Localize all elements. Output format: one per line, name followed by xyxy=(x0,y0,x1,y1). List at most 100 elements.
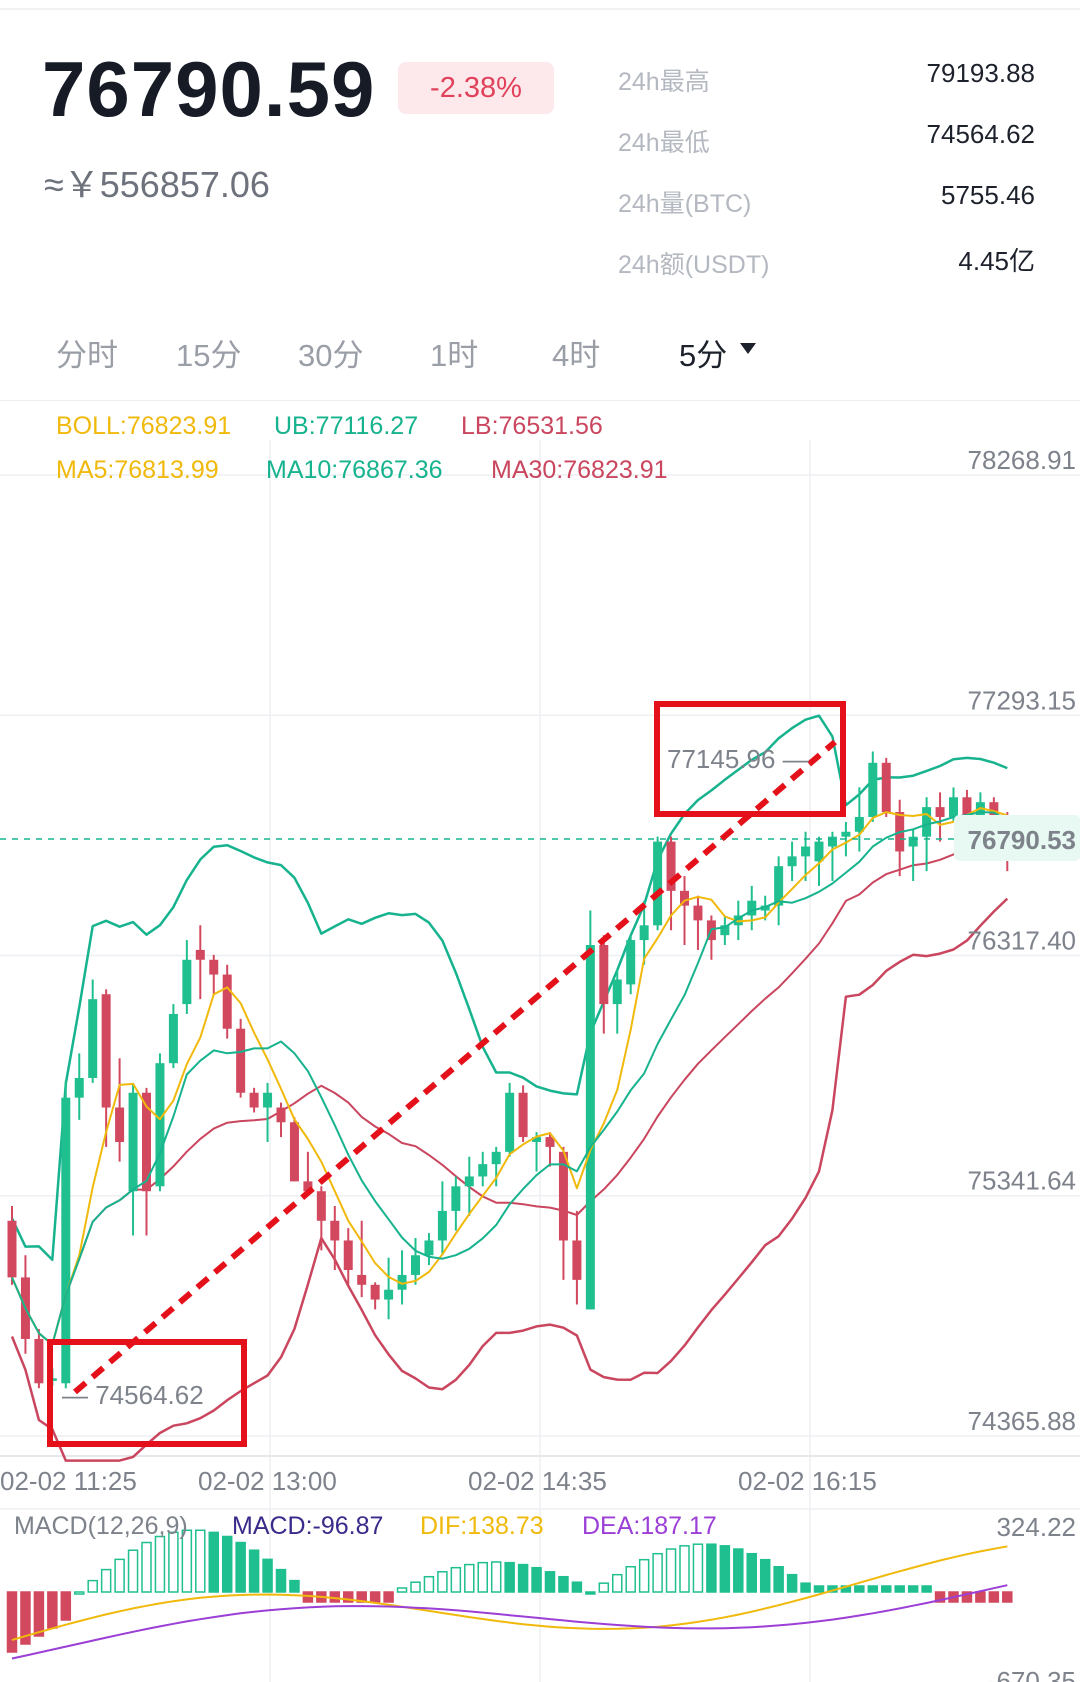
stat-value-volume: 5755.46 xyxy=(941,180,1035,210)
candle-body xyxy=(397,1274,407,1290)
macd-histogram-bar xyxy=(585,1591,596,1595)
macd-histogram-bar xyxy=(289,1579,300,1593)
candle xyxy=(316,1186,326,1251)
last-price: 76790.59 xyxy=(42,45,376,133)
price-tick-label: 78268.91 xyxy=(968,445,1076,475)
macd-histogram-bar xyxy=(652,1552,663,1593)
macd-histogram-bar xyxy=(907,1585,919,1593)
candle xyxy=(236,1018,246,1098)
candle-body xyxy=(720,925,730,936)
candle-body xyxy=(101,994,111,1108)
candle xyxy=(854,787,864,852)
candle xyxy=(801,831,811,881)
candle-body xyxy=(34,1338,44,1384)
candle-body xyxy=(653,841,663,926)
candle-body xyxy=(276,1107,286,1123)
time-tick-label: 02-02 13:00 xyxy=(198,1466,337,1496)
macd-histogram-bar xyxy=(47,1591,58,1629)
ma5-line xyxy=(11,807,1008,1346)
candle xyxy=(693,895,703,950)
candle-body xyxy=(155,1063,165,1187)
candle xyxy=(424,1233,434,1266)
macd-histogram-bar xyxy=(74,1591,85,1595)
candle xyxy=(680,876,689,946)
macd-histogram-bar xyxy=(854,1585,865,1593)
candle-body xyxy=(437,1210,447,1241)
candle xyxy=(868,751,878,822)
tab-1h[interactable]: 1时 xyxy=(430,338,479,373)
macd-histogram-bar xyxy=(383,1591,394,1603)
candle xyxy=(895,799,905,877)
macd-histogram-bar xyxy=(127,1549,139,1593)
tab-5m[interactable]: 5分 xyxy=(679,338,728,373)
candle-body xyxy=(585,945,595,1310)
candle xyxy=(545,1132,555,1167)
candle-body xyxy=(680,890,689,906)
candle-body xyxy=(827,836,837,847)
macd-histogram-bar xyxy=(464,1563,475,1593)
low-price-marker: — 74564.62 xyxy=(62,1380,204,1410)
candle xyxy=(20,1255,30,1354)
tab-15m[interactable]: 15分 xyxy=(176,338,242,373)
candle-body xyxy=(801,846,811,857)
macd-histogram-bar xyxy=(396,1587,408,1593)
candle-body xyxy=(747,900,757,916)
chevron-down-icon[interactable] xyxy=(740,343,756,354)
tab-4h[interactable]: 4时 xyxy=(552,338,601,373)
macd-histogram-bar xyxy=(921,1585,932,1593)
candle-body xyxy=(343,1240,353,1271)
candle xyxy=(612,969,622,1034)
candle xyxy=(303,1151,313,1192)
candle-body xyxy=(384,1289,394,1300)
candle-body xyxy=(612,979,622,1005)
macd-histogram-bar xyxy=(114,1558,125,1593)
macd-histogram-bar xyxy=(100,1568,112,1593)
candle-body xyxy=(357,1274,367,1285)
candle-body xyxy=(182,959,192,1005)
macd-histogram-bar xyxy=(679,1545,690,1593)
macd-histogram-bar xyxy=(894,1585,905,1593)
price-tick-label: 76317.40 xyxy=(968,925,1076,955)
macd-histogram-bar xyxy=(638,1558,650,1593)
candle xyxy=(491,1146,501,1187)
candle xyxy=(626,935,636,995)
candle-body xyxy=(61,1097,71,1384)
legend-ma30: MA30:76823.91 xyxy=(491,456,668,484)
candle-body xyxy=(639,925,649,941)
stat-value-high: 79193.88 xyxy=(926,58,1035,88)
macd-histogram-bar xyxy=(181,1529,193,1593)
chart-axes: 78268.91 77293.15 76317.40 75341.64 74365.88… xyxy=(0,445,1080,1496)
tab-timeshare[interactable]: 分时 xyxy=(56,338,118,373)
candle xyxy=(518,1085,528,1142)
macd-histogram-bar xyxy=(208,1531,219,1593)
candle xyxy=(532,1132,542,1172)
macd-dea-line xyxy=(11,1584,1008,1660)
macd-histogram-bar xyxy=(625,1565,636,1593)
candle-body xyxy=(908,836,918,847)
macd-histogram-bar xyxy=(881,1585,892,1593)
candle xyxy=(827,831,837,881)
candle xyxy=(168,1004,178,1069)
macd-histogram-bar xyxy=(410,1581,421,1593)
candle-body xyxy=(854,816,864,832)
macd-histogram-bar xyxy=(706,1543,717,1593)
candle xyxy=(263,1082,273,1142)
tab-30m[interactable]: 30分 xyxy=(298,338,364,373)
candle xyxy=(142,1087,151,1236)
candle-body xyxy=(115,1107,125,1142)
candle-body xyxy=(518,1092,528,1138)
macd-value: MACD:-96.87 xyxy=(232,1512,384,1540)
candle-body xyxy=(558,1151,568,1241)
macd-histogram-bar xyxy=(867,1585,879,1593)
macd-histogram-bar xyxy=(558,1575,569,1593)
macd-histogram-bar xyxy=(437,1571,448,1593)
candle xyxy=(7,1206,17,1285)
boll-lower-line xyxy=(10,897,1009,1462)
macd-histogram-bar xyxy=(517,1563,529,1593)
macd-histogram-bar xyxy=(154,1535,166,1593)
candle xyxy=(195,925,205,1000)
candle xyxy=(155,1053,165,1192)
candle xyxy=(908,829,918,881)
macd-axis-top: 324.22 xyxy=(996,1512,1076,1542)
